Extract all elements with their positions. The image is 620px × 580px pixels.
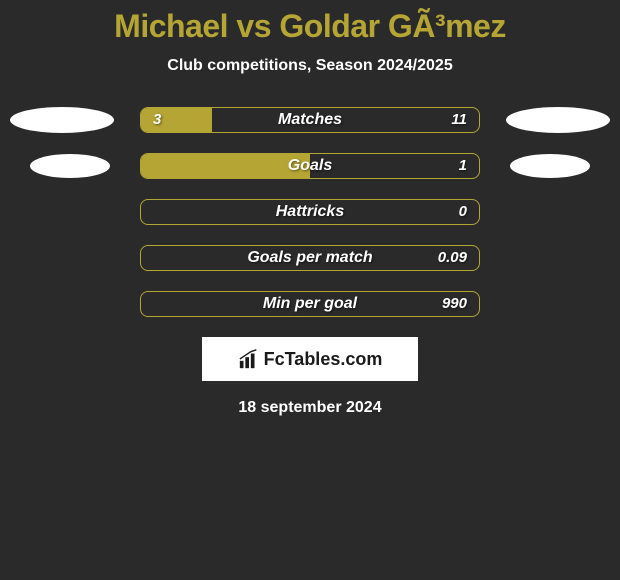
stat-label: Hattricks (141, 200, 479, 224)
logo-box: FcTables.com (202, 337, 418, 381)
stat-bar: Goals1 (140, 153, 480, 179)
stat-value-right: 1 (459, 154, 467, 178)
stat-label: Goals (141, 154, 479, 178)
player-ellipse-right (510, 154, 590, 178)
chart-icon (238, 348, 260, 370)
stat-bar: Hattricks0 (140, 199, 480, 225)
stat-row: Goals1 (0, 153, 620, 179)
player-ellipse-right (506, 107, 610, 133)
stat-value-right: 11 (451, 108, 467, 132)
date-text: 18 september 2024 (0, 399, 620, 417)
stat-label: Min per goal (141, 292, 479, 316)
stat-value-right: 990 (442, 292, 467, 316)
main-container: Michael vs Goldar GÃ³mez Club competitio… (0, 0, 620, 417)
logo-text: FcTables.com (264, 349, 383, 370)
stat-row: Hattricks0 (0, 199, 620, 225)
subtitle: Club competitions, Season 2024/2025 (0, 57, 620, 75)
stat-row: Goals per match0.09 (0, 245, 620, 271)
page-title: Michael vs Goldar GÃ³mez (0, 8, 620, 45)
stat-bar: Goals per match0.09 (140, 245, 480, 271)
stat-value-right: 0 (459, 200, 467, 224)
logo-content: FcTables.com (238, 348, 383, 370)
stat-bar: Min per goal990 (140, 291, 480, 317)
stat-bar: 3Matches11 (140, 107, 480, 133)
stat-row: Min per goal990 (0, 291, 620, 317)
stat-label: Goals per match (141, 246, 479, 270)
stats-section: 3Matches11 Goals1 Hattricks0 Goals per matc… (0, 107, 620, 317)
stat-row: 3Matches11 (0, 107, 620, 133)
stat-label: Matches (141, 108, 479, 132)
stat-value-right: 0.09 (438, 246, 467, 270)
player-ellipse-left (10, 107, 114, 133)
player-ellipse-left (30, 154, 110, 178)
